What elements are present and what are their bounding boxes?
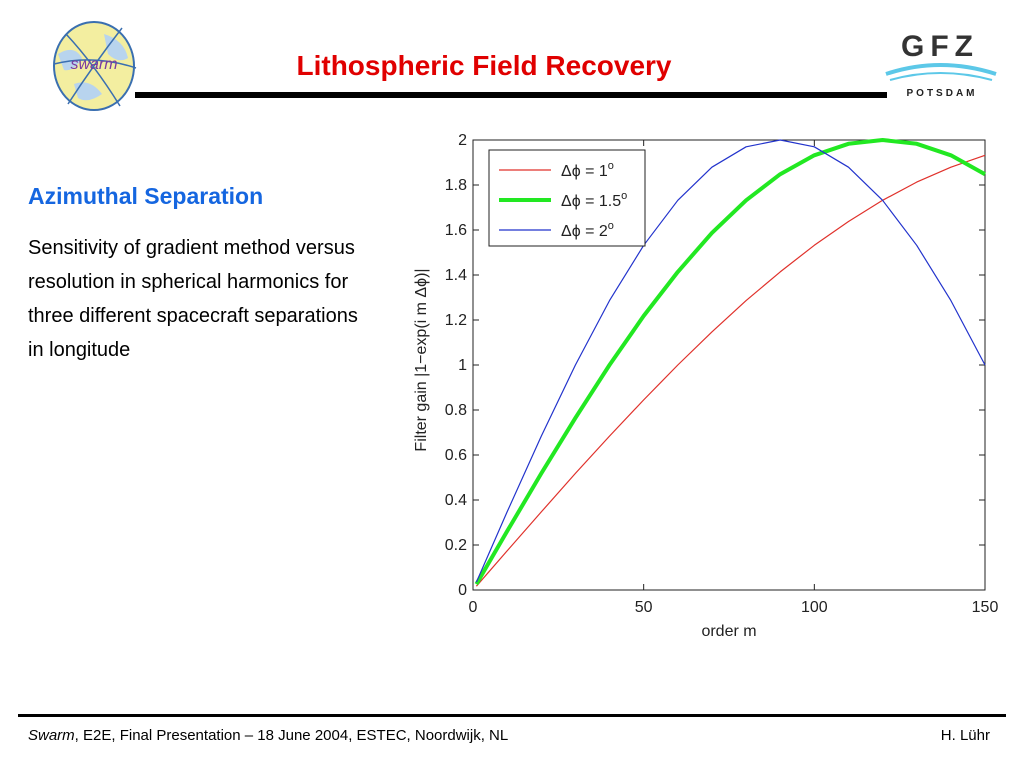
legend-label: Δϕ = 1.5o bbox=[561, 190, 627, 210]
chart-xlabel: order m bbox=[701, 623, 756, 640]
y-tick-label: 1.4 bbox=[445, 267, 467, 284]
x-tick-label: 0 bbox=[469, 599, 478, 616]
page-title: Lithospheric Field Recovery bbox=[296, 50, 672, 81]
section-body: Sensitivity of gradient method versus re… bbox=[28, 237, 358, 361]
footer-divider bbox=[18, 714, 1006, 717]
y-tick-label: 1.6 bbox=[445, 222, 467, 239]
x-tick-label: 150 bbox=[972, 599, 999, 616]
filter-gain-chart: 0 50 100 150 0 0.2 0.4 0.6 0.8 1 1.2 1.4 1.6 1.8 2 Δϕ … bbox=[413, 132, 999, 640]
legend-label: Δϕ = 1o bbox=[561, 160, 614, 180]
footer-citation: Swarm, E2E, Final Presentation – 18 June… bbox=[28, 727, 508, 744]
y-tick-label: 0.4 bbox=[445, 492, 467, 509]
y-tick-label: 0.6 bbox=[445, 447, 467, 464]
header-divider bbox=[135, 92, 887, 98]
y-tick-label: 0 bbox=[458, 582, 467, 599]
swarm-logo: swarm bbox=[53, 21, 137, 111]
series-line-2 bbox=[474, 138, 986, 586]
y-tick-label: 0.2 bbox=[445, 537, 467, 554]
series-line-3 bbox=[475, 139, 986, 583]
chart-ylabel: Filter gain |1−exp(i m Δϕ)| bbox=[413, 268, 430, 451]
y-tick-label: 2 bbox=[458, 132, 467, 149]
y-tick-label: 0.8 bbox=[445, 402, 467, 419]
y-tick-label: 1.2 bbox=[445, 312, 467, 329]
footer-rest: , E2E, Final Presentation – 18 June 2004… bbox=[74, 727, 509, 744]
swarm-logo-text: swarm bbox=[70, 56, 117, 73]
series-line-1 bbox=[475, 154, 986, 587]
footer-italic: Swarm bbox=[28, 727, 75, 744]
gfz-logo-text: GFZ bbox=[901, 30, 979, 63]
chart-legend: Δϕ = 1o Δϕ = 1.5o Δϕ = 2o bbox=[488, 149, 646, 247]
y-tick-label: 1.8 bbox=[445, 177, 467, 194]
chart-series bbox=[474, 138, 986, 587]
gfz-logo: GFZ POTSDAM bbox=[885, 30, 997, 99]
x-tick-label: 50 bbox=[635, 599, 653, 616]
gfz-logo-subtext: POTSDAM bbox=[907, 88, 978, 99]
legend-label: Δϕ = 2o bbox=[561, 220, 614, 240]
y-tick-label: 1 bbox=[458, 357, 467, 374]
x-tick-label: 100 bbox=[801, 599, 828, 616]
footer-author: H. Lühr bbox=[940, 727, 990, 744]
section-heading: Azimuthal Separation bbox=[28, 183, 264, 209]
